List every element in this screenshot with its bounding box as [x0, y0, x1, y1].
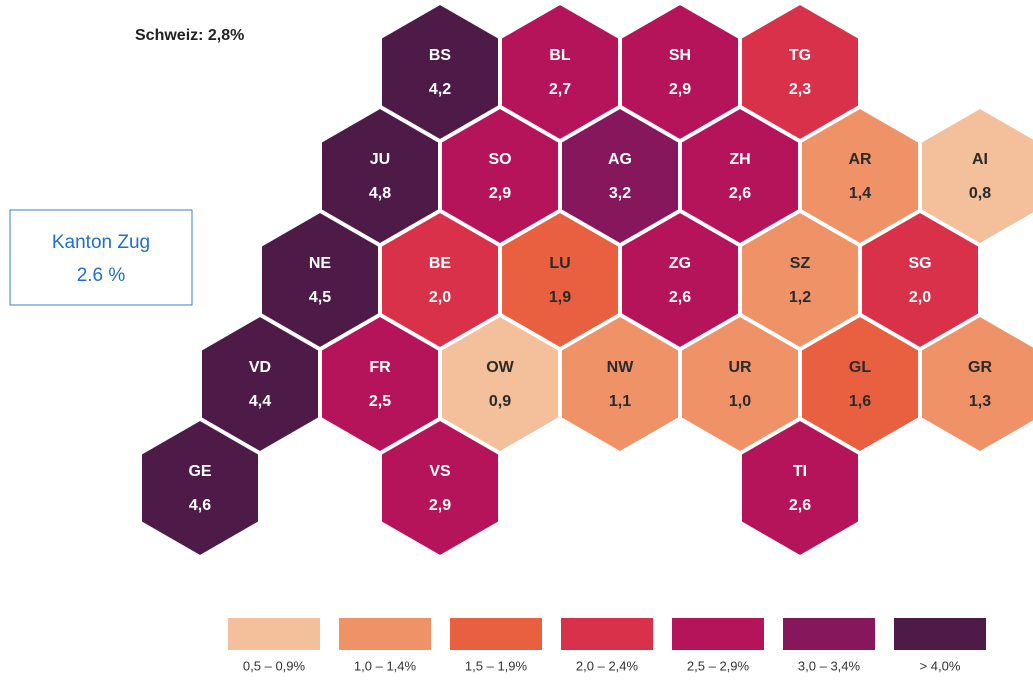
canton-value: 0,8: [969, 185, 991, 202]
legend-swatch: [672, 618, 764, 650]
canton-code: AG: [608, 151, 632, 168]
map-title: Schweiz: 2,8%: [135, 27, 244, 44]
note-line: 2.6 %: [77, 265, 126, 286]
legend-swatch: [561, 618, 653, 650]
canton-code: SH: [669, 47, 691, 64]
canton-value: 4,5: [309, 289, 331, 306]
canton-value: 2,9: [489, 185, 511, 202]
canton-code: UR: [728, 359, 752, 376]
canton-code: JU: [370, 151, 390, 168]
canton-hex: [139, 417, 261, 559]
canton-code: LU: [549, 255, 570, 272]
canton-value: 1,1: [609, 393, 631, 410]
legend-swatch: [228, 618, 320, 650]
canton-code: ZH: [729, 151, 750, 168]
canton-value: 4,2: [429, 81, 451, 98]
note-line: Kanton Zug: [52, 232, 150, 253]
canton-value: 3,2: [609, 185, 631, 202]
canton-value: 2,6: [669, 289, 691, 306]
canton-code: TG: [789, 47, 811, 64]
legend-swatch: [783, 618, 875, 650]
canton-value: 2,0: [429, 289, 451, 306]
note-box: [9, 209, 193, 306]
canton-value: 2,6: [729, 185, 751, 202]
legend-label: 3,0 – 3,4%: [798, 658, 861, 673]
canton-code: AR: [848, 151, 872, 168]
canton-code: NE: [309, 255, 332, 272]
canton-hex: [919, 313, 1033, 455]
canton-value: 4,6: [189, 497, 211, 514]
canton-value: 2,7: [549, 81, 571, 98]
legend-label: 1,0 – 1,4%: [354, 658, 417, 673]
canton-code: GE: [188, 463, 211, 480]
legend-swatch: [450, 618, 542, 650]
canton-value: 2,0: [909, 289, 931, 306]
legend-label: 2,0 – 2,4%: [576, 658, 639, 673]
legend-swatch: [339, 618, 431, 650]
canton-value: 1,0: [729, 393, 751, 410]
legend-label: 2,5 – 2,9%: [687, 658, 750, 673]
canton-value: 2,5: [369, 393, 391, 410]
canton-value: 0,9: [489, 393, 511, 410]
canton-code: NW: [607, 359, 635, 376]
canton-code: AI: [972, 151, 988, 168]
canton-code: SG: [908, 255, 931, 272]
canton-value: 1,3: [969, 393, 991, 410]
legend-label: > 4,0%: [920, 658, 961, 673]
legend-swatch: [894, 618, 986, 650]
canton-value: 1,2: [789, 289, 811, 306]
canton-value: 4,8: [369, 185, 391, 202]
canton-value: 2,3: [789, 81, 811, 98]
canton-code: TI: [793, 463, 807, 480]
canton-code: BE: [429, 255, 452, 272]
canton-value: 2,9: [669, 81, 691, 98]
legend-label: 1,5 – 1,9%: [465, 658, 528, 673]
canton-code: BL: [549, 47, 571, 64]
canton-code: ZG: [669, 255, 691, 272]
canton-code: OW: [486, 359, 514, 376]
canton-value: 4,4: [249, 393, 271, 410]
canton-hex: [739, 417, 861, 559]
canton-value: 1,6: [849, 393, 871, 410]
canton-value: 1,4: [849, 185, 871, 202]
canton-code: BS: [429, 47, 452, 64]
canton-code: VD: [249, 359, 271, 376]
canton-hex: [379, 417, 501, 559]
canton-code: GR: [968, 359, 992, 376]
canton-value: 1,9: [549, 289, 571, 306]
canton-value: 2,9: [429, 497, 451, 514]
canton-value: 2,6: [789, 497, 811, 514]
legend-label: 0,5 – 0,9%: [243, 658, 306, 673]
canton-code: SZ: [790, 255, 811, 272]
canton-code: FR: [369, 359, 391, 376]
canton-code: VS: [429, 463, 451, 480]
canton-code: GL: [849, 359, 871, 376]
canton-code: SO: [488, 151, 511, 168]
